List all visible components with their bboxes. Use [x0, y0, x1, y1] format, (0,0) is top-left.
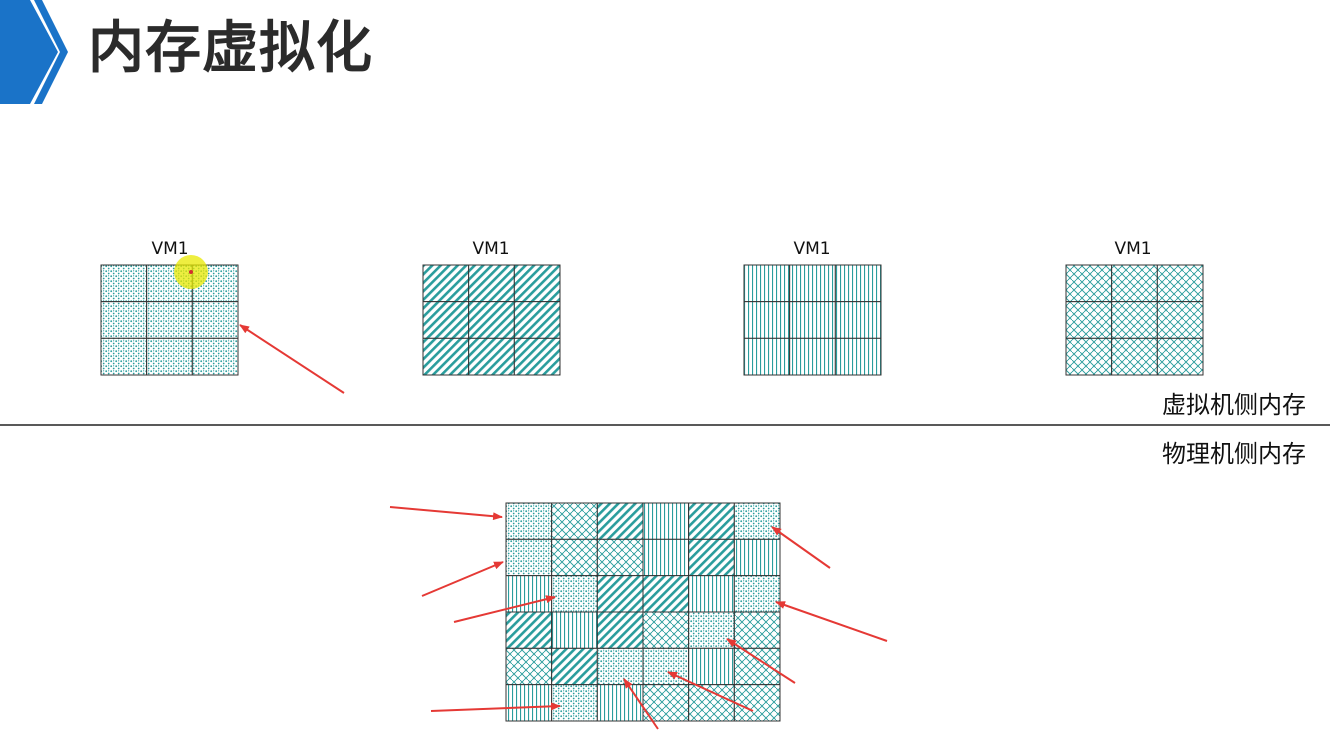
vm-label-4: VM1 [1114, 239, 1152, 259]
physical-page-cell [733, 502, 781, 540]
physical-page-cell [733, 538, 781, 577]
physical-page-cell [596, 611, 644, 649]
vm-page-cell [1156, 301, 1204, 339]
vm-page-cell [513, 301, 561, 339]
physical-page-cell [733, 611, 781, 649]
physical-side-label: 物理机侧内存 [1162, 440, 1306, 468]
vm-memory-grid-2 [422, 264, 561, 376]
vm-page-cell [146, 301, 193, 339]
vm-page-cell [100, 337, 148, 376]
physical-page-cell [596, 575, 644, 613]
physical-page-cell [642, 575, 690, 613]
vm-page-cell [422, 301, 470, 339]
annotation-arrow [667, 671, 754, 712]
vm-page-cell [146, 337, 193, 376]
vm-page-cell [1065, 337, 1113, 376]
physical-page-cell [642, 538, 690, 577]
physical-page-cell [505, 575, 553, 613]
vm-page-cell [1065, 264, 1113, 303]
physical-page-cell [596, 502, 644, 540]
vm-memory-grid-3 [743, 264, 882, 376]
annotation-arrow [623, 678, 659, 730]
vm-page-cell [743, 301, 791, 339]
vm-page-cell [789, 264, 836, 303]
annotation-arrow [430, 702, 561, 712]
vm-page-cell [743, 337, 791, 376]
vm-page-cell [191, 301, 239, 339]
physical-page-cell [551, 575, 598, 613]
physical-page-cell [642, 684, 690, 722]
physical-page-cell [596, 684, 644, 722]
vm-memory-grid-4 [1065, 264, 1204, 376]
physical-page-cell [596, 538, 644, 577]
vm-label-3: VM1 [793, 239, 831, 259]
page-title: 内存虚拟化 [88, 16, 373, 81]
header-chevron-icon [0, 0, 68, 104]
physical-page-cell [551, 538, 598, 577]
physical-page-cell [733, 647, 781, 686]
cursor-dot [189, 270, 193, 274]
physical-page-cell [551, 611, 598, 649]
vm-page-cell [100, 301, 148, 339]
vm-page-cell [191, 337, 239, 376]
physical-page-cell [505, 611, 553, 649]
physical-page-cell [642, 611, 690, 649]
vm-page-cell [1111, 301, 1158, 339]
vm-page-cell [834, 301, 882, 339]
physical-page-cell [505, 684, 553, 722]
vm-page-cell [468, 264, 515, 303]
annotation-arrow [726, 638, 796, 684]
physical-page-cell [551, 502, 598, 540]
physical-page-cell [642, 502, 690, 540]
vm-page-cell [1156, 264, 1204, 303]
physical-page-cell [733, 684, 781, 722]
physical-page-cell [688, 575, 735, 613]
physical-page-cell [688, 647, 735, 686]
virtual-side-label: 虚拟机侧内存 [1162, 391, 1306, 419]
vm-label-2: VM1 [472, 239, 510, 259]
vm-page-cell [468, 301, 515, 339]
vm-page-cell [1111, 264, 1158, 303]
vm-page-cell [468, 337, 515, 376]
physical-memory-grid [505, 502, 781, 722]
annotation-arrow [775, 601, 888, 642]
annotation-arrow [453, 595, 556, 623]
vm-page-cell [743, 264, 791, 303]
vm-label-1: VM1 [151, 239, 189, 259]
physical-page-cell [688, 611, 735, 649]
vm-page-cell [834, 337, 882, 376]
vm-page-cell [100, 264, 148, 303]
vm-memory-grid-1 [100, 264, 239, 376]
physical-page-cell [551, 647, 598, 686]
annotation-arrow [239, 324, 345, 394]
physical-page-cell [505, 502, 553, 540]
vm-page-cell [422, 337, 470, 376]
vm-page-cell [1156, 337, 1204, 376]
annotation-arrow [771, 526, 831, 569]
vm-page-cell [789, 301, 836, 339]
vm-page-cell [513, 337, 561, 376]
physical-page-cell [688, 684, 735, 722]
physical-page-cell [733, 575, 781, 613]
vm-page-cell [834, 264, 882, 303]
annotation-arrow [389, 506, 503, 521]
physical-page-cell [505, 647, 553, 686]
vm-page-cell [422, 264, 470, 303]
physical-page-cell [688, 538, 735, 577]
vm-page-cell [789, 337, 836, 376]
physical-page-cell [596, 647, 644, 686]
physical-page-cell [688, 502, 735, 540]
vm-page-cell [1111, 337, 1158, 376]
annotation-arrow [421, 561, 504, 597]
vm-page-cell [1065, 301, 1113, 339]
vm-page-cell [513, 264, 561, 303]
physical-page-cell [551, 684, 598, 722]
physical-page-cell [505, 538, 553, 577]
